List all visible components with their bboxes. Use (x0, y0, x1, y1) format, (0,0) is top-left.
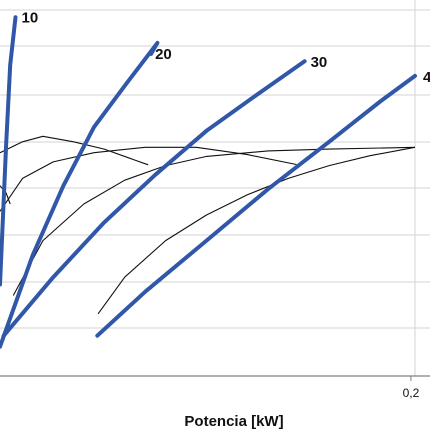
thin-curve-7 (97, 146, 416, 315)
curve-label-10: 10 (22, 9, 39, 26)
curve-label-4: 4 (423, 69, 430, 86)
blue-curve-40 (95, 73, 417, 338)
blue-curve-10 (0, 15, 18, 287)
curve-labels: 10 20 30 4 (22, 9, 430, 86)
blue-curve-30 (1, 59, 307, 338)
thin-curve-8 (0, 185, 11, 205)
curve-label-20: 20 (155, 46, 172, 63)
x-axis-label: Potencia [kW] (184, 413, 283, 430)
x-axis-ticks: 0,2 (403, 376, 420, 400)
series-layer (0, 15, 417, 349)
blue-curve-20 (0, 40, 160, 349)
curve-label-30: 30 (311, 54, 328, 71)
x-tick-label-0: 0,2 (403, 386, 420, 400)
thin-curve-4 (0, 135, 149, 166)
